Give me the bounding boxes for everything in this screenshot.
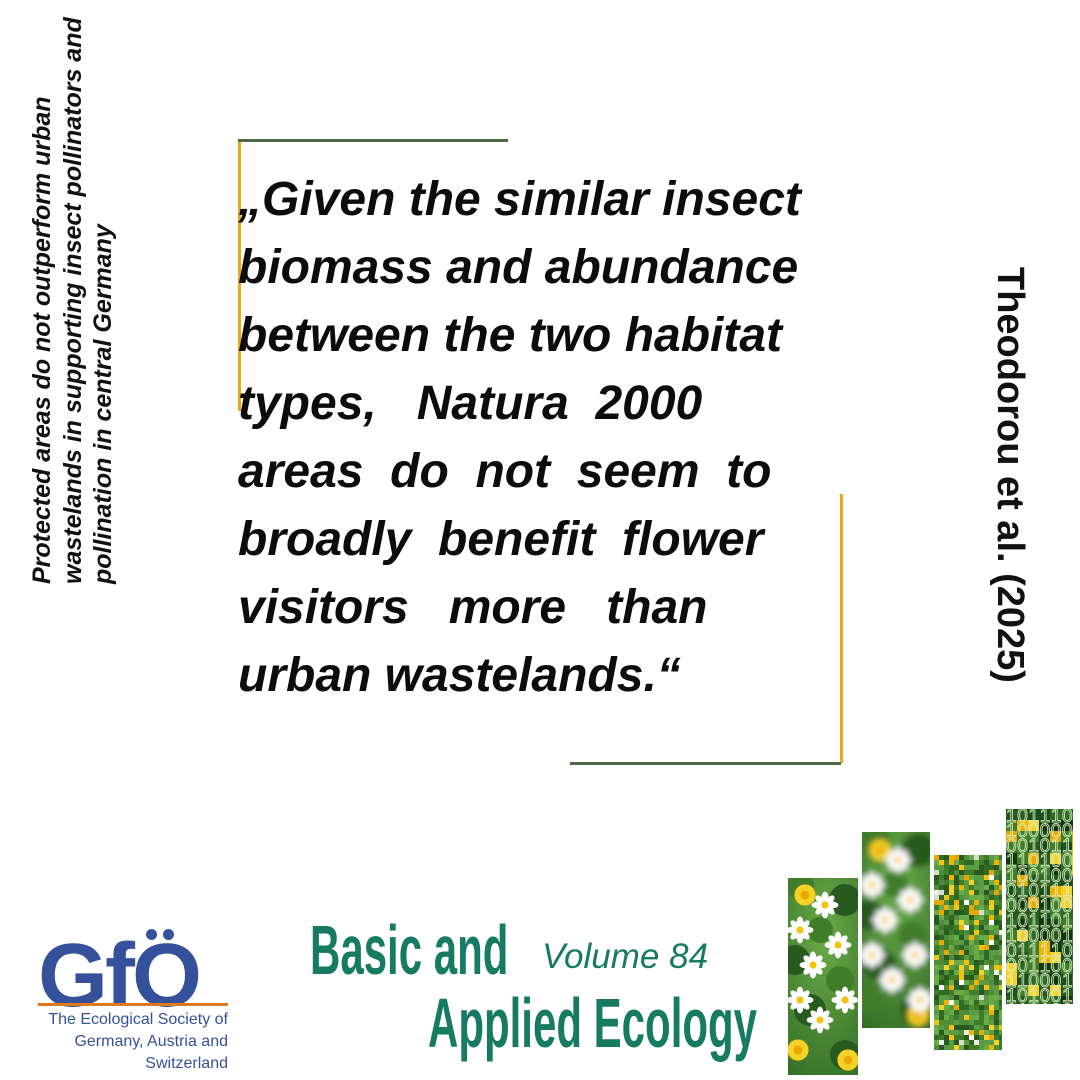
svg-text:1: 1 — [1028, 1001, 1039, 1022]
svg-text:0: 0 — [995, 806, 1006, 827]
svg-text:1: 1 — [1073, 851, 1080, 872]
svg-text:1: 1 — [1051, 1016, 1062, 1037]
svg-text:0: 0 — [1073, 926, 1080, 947]
svg-text:0: 0 — [995, 791, 1006, 812]
svg-text:0: 0 — [1062, 1001, 1073, 1022]
svg-text:1: 1 — [1073, 1001, 1080, 1022]
svg-text:0: 0 — [1073, 881, 1080, 902]
svg-text:1: 1 — [1073, 821, 1080, 842]
svg-text:0: 0 — [1073, 896, 1080, 917]
svg-text:1: 1 — [1073, 911, 1080, 932]
svg-text:1: 1 — [1006, 791, 1017, 812]
svg-text:1: 1 — [1062, 791, 1073, 812]
svg-text:0: 0 — [1073, 941, 1080, 962]
svg-text:1: 1 — [1040, 1001, 1051, 1022]
svg-text:0: 0 — [1073, 866, 1080, 887]
svg-text:1: 1 — [1073, 791, 1080, 812]
svg-text:0: 0 — [1073, 956, 1080, 977]
svg-text:1: 1 — [1006, 1001, 1017, 1022]
svg-text:1: 1 — [1073, 971, 1080, 992]
svg-text:1: 1 — [1028, 791, 1039, 812]
svg-text:0: 0 — [1062, 1016, 1073, 1037]
svg-text:1: 1 — [1073, 1016, 1080, 1037]
svg-text:1: 1 — [1006, 1016, 1017, 1037]
svg-text:1: 1 — [1017, 791, 1028, 812]
svg-text:1: 1 — [1040, 791, 1051, 812]
svg-text:0: 0 — [1051, 1001, 1062, 1022]
svg-text:0: 0 — [1017, 1016, 1028, 1037]
svg-text:1: 1 — [1073, 986, 1080, 1007]
svg-text:1: 1 — [995, 821, 1006, 842]
svg-text:1: 1 — [1017, 1001, 1028, 1022]
svg-text:1: 1 — [995, 836, 1006, 857]
svg-text:0: 0 — [1051, 791, 1062, 812]
svg-text:1: 1 — [1073, 836, 1080, 857]
svg-text:1: 1 — [1073, 806, 1080, 827]
svg-text:0: 0 — [1028, 1016, 1039, 1037]
svg-text:1: 1 — [1040, 1016, 1051, 1037]
